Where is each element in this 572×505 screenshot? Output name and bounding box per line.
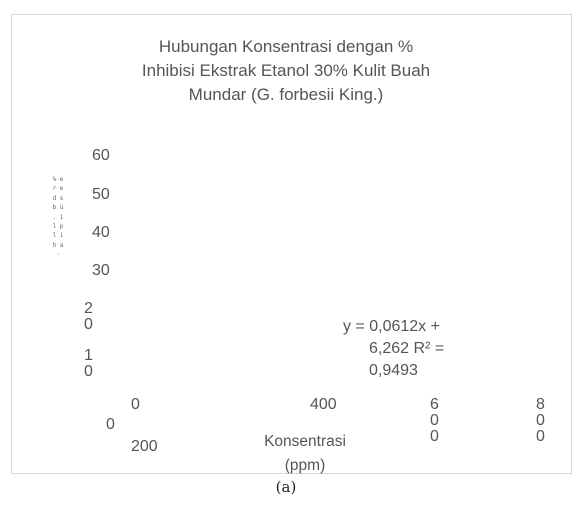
x-tick-3-line-2: 0: [430, 428, 439, 445]
x-tick-4-line-1: 0: [536, 412, 545, 429]
y-tick-5-line-1: 0: [84, 363, 93, 380]
x-tick-1-line-0: 200: [131, 438, 158, 455]
trendline-equation-line-2: 6,262 R² =: [369, 340, 445, 357]
y-tick-6-line-0: 0: [106, 416, 115, 433]
x-tick-3-line-0: 6: [430, 396, 439, 413]
x-tick-0-line-0: 0: [131, 396, 140, 413]
y-tick-4-line-0: 2: [84, 300, 93, 317]
y-tick-2-line-0: 40: [92, 224, 110, 241]
y-tick-0-line-0: 60: [92, 147, 110, 164]
chart-frame: [11, 14, 572, 474]
chart-title-line-3: Mundar (G. forbesii King.): [188, 85, 384, 104]
y-tick-1-line-0: 50: [92, 186, 110, 203]
x-tick-4-line-0: 8: [536, 396, 545, 413]
chart-title-line-2: Inhibisi Ekstrak Etanol 30% Kulit Buah: [141, 61, 431, 80]
y-tick-4-line-1: 0: [84, 316, 93, 333]
x-tick-4-line-2: 0: [536, 428, 545, 445]
x-axis-label-line-1: Konsentrasi: [264, 433, 346, 450]
chart-title-line-1: Hubungan Konsentrasi dengan %: [158, 37, 414, 56]
y-axis-label: % e r e d s b ü . i l p l i h a ·: [52, 176, 64, 259]
trendline-equation-line-1: y = 0,0612x +: [343, 318, 440, 335]
y-tick-5-line-0: 1: [84, 347, 93, 364]
figure-caption: (a): [275, 478, 297, 496]
x-tick-2-line-0: 400: [310, 396, 337, 413]
x-tick-3-line-1: 0: [430, 412, 439, 429]
y-tick-3-line-0: 30: [92, 262, 110, 279]
trendline-equation-line-3: 0,9493: [369, 362, 418, 379]
x-axis-label-line-2: (ppm): [284, 457, 326, 474]
